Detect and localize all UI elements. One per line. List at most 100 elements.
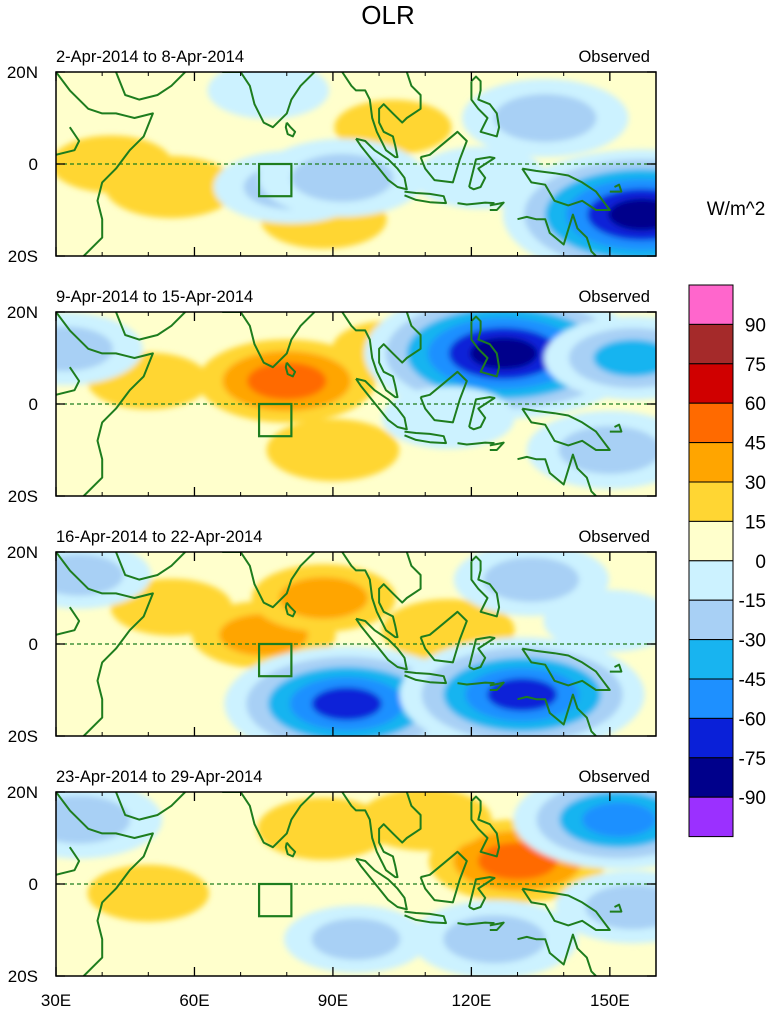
anomaly-contour	[104, 155, 238, 219]
coastline	[222, 72, 316, 129]
coastline	[517, 453, 597, 496]
anomaly-contour	[443, 915, 546, 964]
coastline	[341, 72, 422, 159]
coastline	[115, 792, 186, 821]
coastline	[521, 167, 611, 211]
colorbar-swatch	[688, 284, 734, 325]
y-tick-label: 20S	[8, 247, 38, 266]
coastline	[470, 555, 501, 618]
anomaly-contour	[311, 918, 401, 960]
colorbar-swatch	[688, 796, 734, 838]
colorbar-labels: 90 75 60 45 30 15 0 -15 -30 -45 -60 -75 -90	[739, 315, 766, 809]
panel-period-label: 9-Apr-2014 to 15-Apr-2014	[56, 288, 253, 306]
panels-group: 2-Apr-2014 to 8-Apr-2014 Observed20N020S9…	[7, 48, 657, 1010]
coastline	[341, 552, 422, 639]
coastline	[457, 441, 495, 446]
coastline	[521, 887, 611, 931]
coastline	[419, 370, 468, 424]
coastline	[470, 795, 501, 858]
colorbar-swatch	[688, 560, 734, 601]
coastline	[419, 850, 468, 904]
x-tick-label: 60E	[179, 991, 209, 1010]
y-tick-label: 20N	[7, 543, 38, 562]
colorbar-swatch	[688, 717, 734, 759]
coastline	[355, 617, 408, 671]
coastline	[56, 606, 81, 636]
coastline	[115, 312, 186, 341]
coastline	[419, 610, 468, 664]
anomaly-contour	[56, 326, 113, 372]
colorbar-level-label: 90	[745, 315, 766, 336]
panel-3: 16-Apr-2014 to 22-Apr-2014 Observed 20N 0 20…	[7, 528, 657, 746]
anomaly-contour	[543, 589, 656, 653]
anomaly-contour	[266, 418, 400, 482]
colorbar-level-label: -60	[739, 709, 766, 730]
anomaly-contour	[585, 884, 656, 930]
coastline	[355, 377, 408, 431]
panel-period-label: 16-Apr-2014 to 22-Apr-2014	[56, 528, 262, 546]
panel-observed-label: Observed	[578, 288, 650, 306]
colorbar-swatch	[688, 599, 734, 641]
coastline	[521, 407, 611, 451]
anomaly-contour	[290, 153, 394, 202]
colorbar-swatch	[688, 678, 734, 719]
region-box	[257, 642, 293, 678]
coastline	[457, 921, 495, 926]
coastline	[222, 312, 316, 369]
colorbar-level-label: 30	[745, 473, 766, 494]
coastline	[404, 190, 447, 205]
y-tick-label: 0	[29, 155, 38, 174]
colorbar-boxes	[688, 284, 734, 838]
coastline	[404, 910, 447, 925]
colorbar-swatch	[688, 442, 734, 483]
coastlines	[56, 792, 623, 976]
anomaly-contour	[358, 792, 492, 851]
coastline	[284, 601, 297, 618]
y-tick-label: 0	[29, 875, 38, 894]
anomaly-contour	[110, 578, 233, 636]
colorbar-level-label: -15	[739, 591, 766, 612]
coastline	[609, 423, 623, 433]
anomaly-contour	[207, 72, 330, 119]
coastlines	[56, 552, 623, 736]
colorbar-level-label: 15	[745, 512, 766, 533]
colorbar-swatch	[688, 520, 734, 562]
coastlines	[56, 312, 623, 496]
panel-period-label: 23-Apr-2014 to 29-Apr-2014	[56, 768, 262, 786]
anomaly-contour	[469, 337, 538, 370]
coastline	[517, 933, 597, 976]
anomaly-contour	[483, 557, 580, 602]
anomaly-contour	[487, 678, 558, 711]
x-tick-label: 150E	[590, 991, 630, 1010]
coastline	[517, 213, 597, 257]
anomaly-contour	[56, 554, 124, 596]
coastline	[609, 183, 623, 193]
colorbar-swatch	[688, 639, 734, 680]
coastline	[609, 663, 623, 673]
coastlines	[56, 72, 623, 257]
y-tick-label: 20N	[7, 303, 38, 322]
region-box	[257, 882, 293, 918]
coastline	[457, 681, 495, 686]
panel-4: 23-Apr-2014 to 29-Apr-2014 Observed 20N 0 20…	[7, 768, 657, 986]
coastline	[521, 647, 611, 691]
colorbar-units-label: W/m^2	[707, 199, 766, 220]
anomaly-contour	[257, 797, 391, 860]
colorbar-level-label: 60	[745, 394, 766, 415]
coastline	[56, 552, 154, 736]
coastline	[56, 72, 154, 257]
coastline	[489, 921, 505, 931]
coastline	[609, 903, 623, 913]
y-tick-label: 20S	[8, 967, 38, 986]
coastline	[222, 792, 316, 849]
anomaly-contour	[582, 802, 656, 837]
anomaly-contour	[247, 362, 327, 400]
colorbar-level-label: 45	[745, 434, 766, 455]
coastline	[341, 792, 422, 879]
colorbar-swatch	[688, 363, 734, 404]
coastline	[470, 75, 501, 138]
panel-observed-label: Observed	[578, 768, 650, 786]
coastline	[115, 552, 186, 581]
coastline	[222, 552, 316, 609]
